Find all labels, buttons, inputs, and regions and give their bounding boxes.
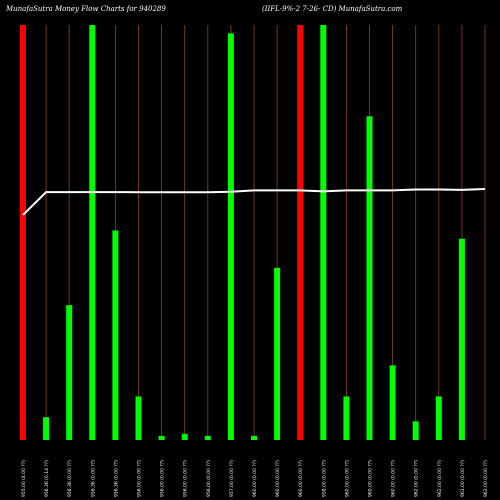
volume-bar [20, 25, 26, 440]
x-tick-label: 956.00 (0.00 ??) [206, 460, 212, 497]
x-tick-label: 960.00 (0.00 ??) [252, 460, 258, 497]
x-tick-label: 960.00 (0.00 ??) [344, 460, 350, 497]
x-tick-label: 956.36 (0.00 ??) [113, 460, 119, 497]
volume-bar [435, 396, 442, 440]
x-tick-label: 956.36 (0.14 ??) [44, 460, 50, 497]
x-tick-label: 960.00 (0.00 ??) [368, 460, 374, 497]
volume-bar [227, 33, 234, 441]
volume-bar [274, 267, 281, 440]
volume-bar [135, 396, 142, 440]
x-tick-label: 963.00 (0.00 ??) [483, 460, 489, 497]
x-tick-label: 956.36 (0.00 ??) [90, 460, 96, 497]
volume-bar [389, 365, 396, 440]
volume-bar [43, 417, 50, 440]
x-tick-label: 962.00 (0.00 ??) [437, 460, 443, 497]
volume-bar [320, 25, 327, 440]
x-tick-label: 957.00 (0.00 ??) [229, 460, 235, 497]
x-tick-label: 958.00 (0.00 ??) [321, 460, 327, 497]
volume-bar [343, 396, 350, 440]
x-tick-label: 955.00 (4.00 ??) [21, 460, 27, 497]
volume-bar [297, 25, 304, 440]
volume-bar [181, 433, 188, 440]
chart-subtitle: (IIFL-9%-2 7-26- CD) MunafaSutra.com [262, 5, 403, 13]
x-tick-label: 962.00 (0.00 ??) [414, 460, 420, 497]
x-tick-label: 956.00 (0.00 ??) [160, 460, 166, 497]
x-tick-label: 956.36 (0.00 ??) [67, 460, 73, 497]
volume-bar [204, 435, 211, 440]
volume-bar [251, 435, 257, 440]
volume-bar [112, 230, 119, 440]
volume-bar [158, 435, 165, 440]
volume-bar [366, 116, 373, 441]
x-tick-label: 960.00 (0.00 ??) [275, 460, 281, 497]
x-tick-label: 960.00 (0.00 ??) [298, 460, 304, 497]
volume-bar [66, 305, 73, 440]
volume-bar [89, 25, 96, 440]
x-tick-label: 956.00 (0.00 ??) [183, 460, 189, 497]
x-tick-label: 956.00 (0.00 ??) [137, 460, 143, 497]
price-line [22, 188, 486, 216]
x-tick-label: 961.00 (0.00 ??) [460, 460, 466, 497]
x-tick-label: 960.00 (0.00 ??) [391, 460, 397, 497]
chart-title: MunafaSutra Money Flow Charts for 940289 [6, 5, 166, 13]
volume-bar [412, 421, 419, 440]
volume-bar [458, 238, 465, 440]
